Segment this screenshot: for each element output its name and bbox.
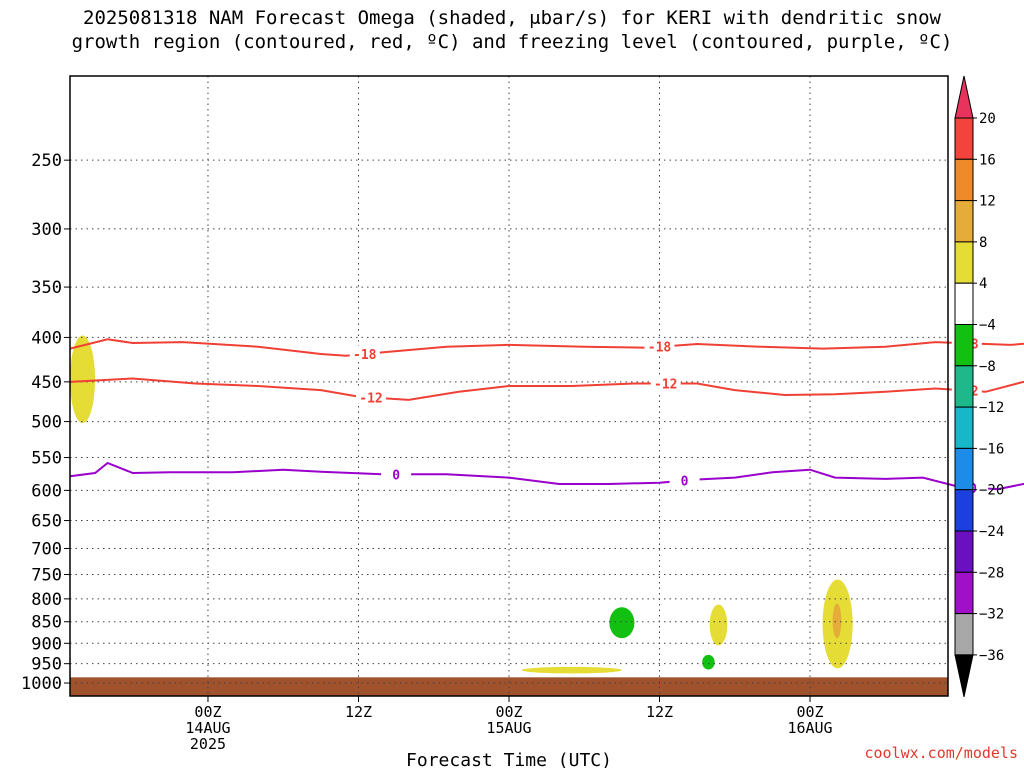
omega-shaded-region xyxy=(709,604,728,646)
omega-shaded-region xyxy=(702,654,715,670)
omega-shaded-region xyxy=(70,335,96,424)
colorbar-label: −20 xyxy=(979,483,1004,499)
colorbar-band xyxy=(954,571,974,615)
contour-label-background xyxy=(669,472,700,489)
y-tick-label: 750 xyxy=(31,566,62,586)
chart-title: 2025081318 NAM Forecast Omega (shaded, μ… xyxy=(71,7,953,53)
x-date-label: 15AUG xyxy=(486,719,531,737)
x-tick-label: 12Z xyxy=(646,703,673,721)
x-tick-label: 00Z xyxy=(796,703,823,721)
contour-label-background xyxy=(644,338,675,355)
colorbar-band xyxy=(954,489,974,532)
colorbar-label: 8 xyxy=(979,235,987,251)
contour-line xyxy=(69,461,1024,491)
x-tick-label: 12Z xyxy=(345,703,372,721)
y-tick-label: 450 xyxy=(31,373,62,393)
colorbar-label: 12 xyxy=(979,194,996,210)
colorbar-max-arrow xyxy=(954,75,974,119)
x-date-label: 2025 xyxy=(190,735,226,753)
contour-label: -12 xyxy=(359,391,382,406)
y-tick-label: 550 xyxy=(31,449,62,469)
colorbar-label: −16 xyxy=(979,441,1004,457)
y-tick-label: 800 xyxy=(31,590,62,610)
y-tick-label: 950 xyxy=(31,655,62,675)
y-tick-label: 900 xyxy=(31,634,62,654)
contour-line xyxy=(69,338,1024,357)
y-tick-label: 700 xyxy=(31,539,62,559)
colorbar-band xyxy=(954,158,974,202)
colorbar-band xyxy=(954,530,974,573)
colorbar-label: −4 xyxy=(979,318,996,334)
contour-label: 0 xyxy=(392,468,400,483)
contour-label: -18 xyxy=(353,348,377,363)
x-tick-label: 00Z xyxy=(194,703,221,721)
colorbar-label: −24 xyxy=(979,524,1004,540)
contour-label: -18 xyxy=(648,341,672,356)
colorbar-label: −12 xyxy=(979,400,1004,416)
colorbar-band xyxy=(954,200,974,243)
colorbar-label: 20 xyxy=(979,111,996,127)
omega-shaded-region xyxy=(832,603,842,639)
colorbar-band xyxy=(954,406,974,449)
colorbar-label: 4 xyxy=(979,276,987,292)
colorbar-band xyxy=(954,324,974,367)
omega-shaded-region xyxy=(609,607,635,639)
omega-shaded-region xyxy=(521,666,622,674)
y-tick-label: 350 xyxy=(31,278,62,298)
y-tick-label: 650 xyxy=(31,512,62,532)
colorbar-label: −36 xyxy=(979,648,1004,664)
contour-label-background xyxy=(381,466,412,483)
y-tick-label: 400 xyxy=(31,328,62,348)
contour-line xyxy=(69,377,1024,401)
colorbar-label: 16 xyxy=(979,152,996,168)
colorbar-band xyxy=(954,117,974,160)
colorbar-band xyxy=(954,282,974,326)
site-credit: coolwx.com/models xyxy=(864,744,1018,762)
contour-label: 0 xyxy=(681,475,689,490)
y-tick-label: 850 xyxy=(31,613,62,633)
x-tick-label: 00Z xyxy=(495,703,522,721)
contour-label-background xyxy=(650,375,681,392)
colorbar-min-arrow xyxy=(954,654,974,698)
y-tick-label: 500 xyxy=(31,413,62,433)
colorbar-label: −8 xyxy=(979,359,996,375)
contour-label-background xyxy=(349,346,380,363)
y-tick-label: 600 xyxy=(31,481,62,501)
contour-label: -12 xyxy=(654,378,677,393)
colorbar-label: −28 xyxy=(979,565,1004,581)
contour-label-background xyxy=(356,389,387,406)
colorbar-band xyxy=(954,241,974,284)
x-date-label: 14AUG xyxy=(185,719,230,737)
x-axis-label: Forecast Time (UTC) xyxy=(406,750,612,768)
colorbar-band xyxy=(954,447,974,491)
x-date-label: 16AUG xyxy=(787,719,832,737)
colorbar-band xyxy=(954,365,974,408)
colorbar-band xyxy=(954,613,974,656)
y-tick-label: 1000 xyxy=(21,674,62,694)
colorbar-label: −32 xyxy=(979,607,1004,623)
y-tick-label: 300 xyxy=(31,220,62,240)
y-tick-label: 250 xyxy=(31,151,62,171)
